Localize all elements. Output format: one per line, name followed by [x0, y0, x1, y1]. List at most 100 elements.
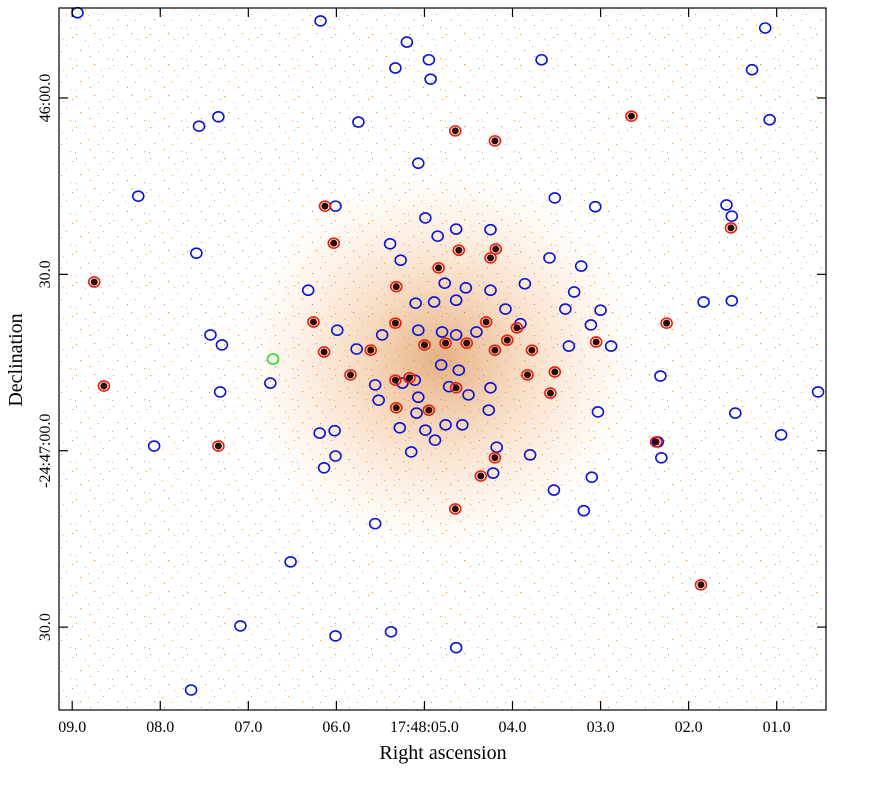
source-core	[90, 278, 98, 286]
source-region	[318, 200, 332, 212]
source-region	[317, 461, 331, 474]
source-core	[528, 346, 536, 354]
source-core	[551, 368, 559, 376]
source-region	[234, 620, 247, 632]
source-region	[344, 369, 357, 381]
source-core	[492, 245, 500, 253]
y-tick-label: -24:47:00.0	[37, 414, 54, 488]
source-region	[389, 317, 402, 329]
source-region	[521, 369, 534, 381]
source-core	[452, 384, 460, 392]
source-region	[328, 424, 341, 437]
source-region	[403, 372, 416, 384]
source-region	[697, 296, 710, 308]
source-region	[763, 113, 776, 126]
source-region	[87, 276, 101, 288]
source-core	[420, 341, 428, 349]
source-core	[214, 442, 222, 450]
y-tick-label: 30.0	[37, 613, 54, 641]
source-region	[594, 304, 607, 317]
source-region	[588, 200, 602, 213]
source-region	[745, 63, 759, 76]
source-region	[410, 407, 423, 419]
source-region	[400, 36, 414, 48]
x-tick-label: 03.0	[587, 719, 615, 736]
source-region	[317, 346, 331, 358]
source-core	[663, 319, 671, 327]
source-region	[204, 329, 217, 341]
source-region	[574, 260, 588, 272]
source-region	[482, 404, 496, 416]
source-region	[314, 15, 327, 27]
sources	[71, 6, 825, 696]
source-region	[484, 382, 497, 394]
source-region	[758, 22, 772, 34]
source-region	[419, 424, 432, 436]
source-region	[462, 389, 475, 401]
source-region	[264, 377, 277, 389]
source-core	[503, 336, 511, 344]
source-region	[284, 556, 297, 568]
source-region	[424, 73, 437, 85]
source-region	[428, 434, 442, 446]
x-tick-label: 02.0	[675, 719, 703, 736]
source-region	[432, 262, 445, 274]
y-axis-label: Declination	[5, 313, 27, 406]
source-region	[479, 316, 493, 328]
source-region	[427, 296, 441, 308]
source-core	[309, 318, 317, 326]
source-core	[392, 283, 400, 291]
source-region	[543, 252, 556, 264]
source-region	[364, 344, 378, 356]
source-region	[452, 244, 466, 257]
source-region	[313, 427, 326, 439]
source-region	[384, 626, 398, 638]
source-region	[212, 440, 225, 452]
plot-frame	[58, 7, 827, 711]
source-core	[320, 348, 328, 356]
source-region	[811, 386, 825, 398]
source-region	[486, 467, 500, 479]
source-region	[585, 471, 599, 483]
source-core	[442, 339, 450, 347]
source-core	[627, 112, 635, 120]
source-region	[411, 391, 425, 404]
source-region	[411, 324, 425, 336]
source-region	[523, 449, 537, 461]
source-region	[131, 190, 145, 202]
sky-image	[59, 8, 826, 710]
source-region	[728, 407, 742, 419]
source-region	[448, 503, 462, 515]
x-tick-label: 07.0	[234, 719, 262, 736]
source-region	[435, 326, 449, 338]
source-core	[451, 127, 459, 135]
source-region	[330, 324, 344, 336]
source-region	[449, 641, 463, 654]
y-tick-label: 30.0	[37, 260, 54, 288]
source-region	[394, 254, 407, 267]
source-core	[513, 324, 521, 332]
source-region	[393, 421, 407, 434]
source-region	[352, 116, 365, 128]
source-core	[727, 224, 735, 232]
source-core	[405, 374, 413, 382]
source-core	[491, 346, 499, 354]
source-region	[694, 578, 708, 591]
source-region	[389, 62, 402, 74]
source-region	[418, 339, 431, 351]
source-region	[460, 337, 474, 349]
source-region	[548, 192, 562, 204]
source-region	[307, 316, 320, 328]
source-region	[562, 340, 576, 352]
source-region	[654, 370, 667, 382]
source-region	[484, 252, 497, 264]
source-region	[439, 419, 452, 431]
source-region	[510, 322, 524, 334]
source-region	[488, 344, 502, 356]
source-region	[301, 284, 315, 297]
source-core	[391, 319, 399, 327]
source-core	[523, 371, 531, 379]
source-region	[724, 222, 738, 234]
source-region	[484, 223, 497, 236]
